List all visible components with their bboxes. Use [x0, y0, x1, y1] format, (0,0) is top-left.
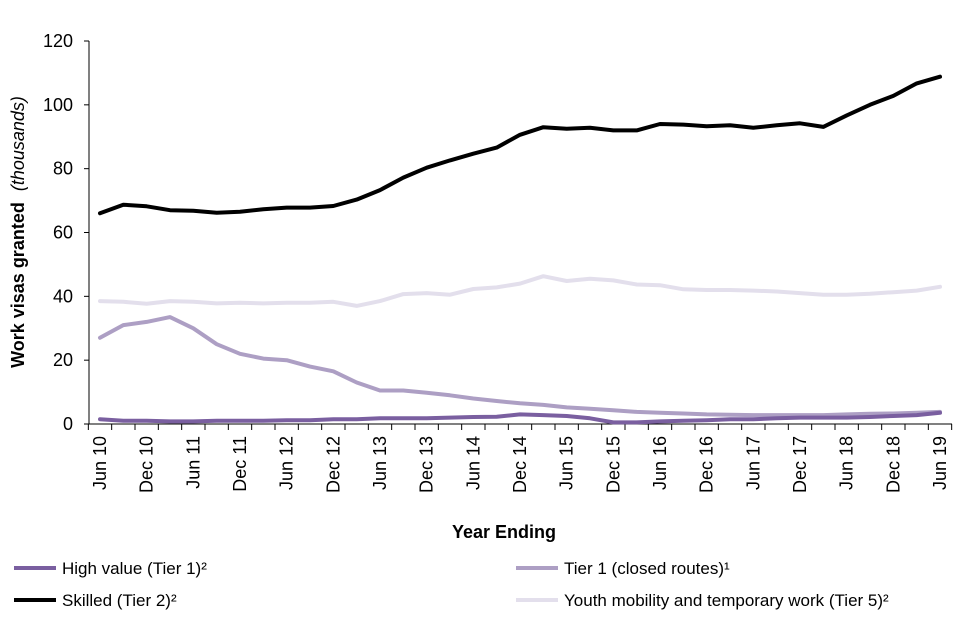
x-tick-label: Jun 14: [463, 436, 483, 490]
series-line-tier-1-closed-routes: [98, 315, 942, 418]
x-tick-label: Dec 10: [137, 436, 157, 493]
x-tick-label: Dec 14: [510, 436, 530, 493]
x-tick-label: Jun 15: [557, 436, 577, 490]
x-tick-label: Dec 16: [697, 436, 717, 493]
x-tick-label: Dec 13: [417, 436, 437, 493]
x-axis-title: Year Ending: [452, 522, 556, 542]
x-tick-label: Jun 11: [183, 436, 203, 489]
x-tick-label: Jun 16: [650, 436, 670, 490]
y-tick-label: 0: [63, 414, 73, 434]
y-axis-title-unit: (thousands): [8, 96, 28, 191]
legend-label-tier-1-closed-routes: Tier 1 (closed routes)¹: [564, 559, 730, 578]
y-tick-label: 20: [53, 350, 73, 370]
x-tick-label: Jun 17: [743, 436, 763, 490]
series-line-high-value-tier-1: [98, 410, 942, 425]
legend-label-youth-mobility-and-temporary-work-tier-5: Youth mobility and temporary work (Tier …: [564, 591, 889, 610]
x-tick-label: Jun 10: [90, 436, 110, 490]
x-tick-label: Jun 18: [837, 436, 857, 490]
x-tick-label: Jun 12: [277, 436, 297, 490]
y-tick-label: 40: [53, 286, 73, 306]
y-axis-title: Work visas granted (thousands): [8, 96, 28, 368]
x-tick-label: Jun 19: [930, 436, 950, 490]
y-tick-label: 120: [43, 31, 73, 51]
y-axis-title-main: Work visas granted: [8, 202, 28, 368]
y-tick-label: 100: [43, 95, 73, 115]
x-tick-label: Dec 12: [323, 436, 343, 493]
series-line-youth-mobility-and-temporary-work-tier-5: [98, 274, 942, 308]
legend-label-skilled-tier-2: Skilled (Tier 2)²: [62, 591, 177, 610]
series-line-skilled-tier-2: [98, 74, 942, 216]
x-tick-label: Dec 15: [603, 436, 623, 493]
x-tick-label: Dec 17: [790, 436, 810, 493]
y-tick-label: 60: [53, 223, 73, 243]
x-tick-label: Dec 11: [230, 436, 250, 492]
y-tick-label: 80: [53, 159, 73, 179]
x-tick-label: Dec 18: [883, 436, 903, 493]
legend-label-high-value-tier-1: High value (Tier 1)²: [62, 559, 207, 578]
x-tick-label: Jun 13: [370, 436, 390, 490]
